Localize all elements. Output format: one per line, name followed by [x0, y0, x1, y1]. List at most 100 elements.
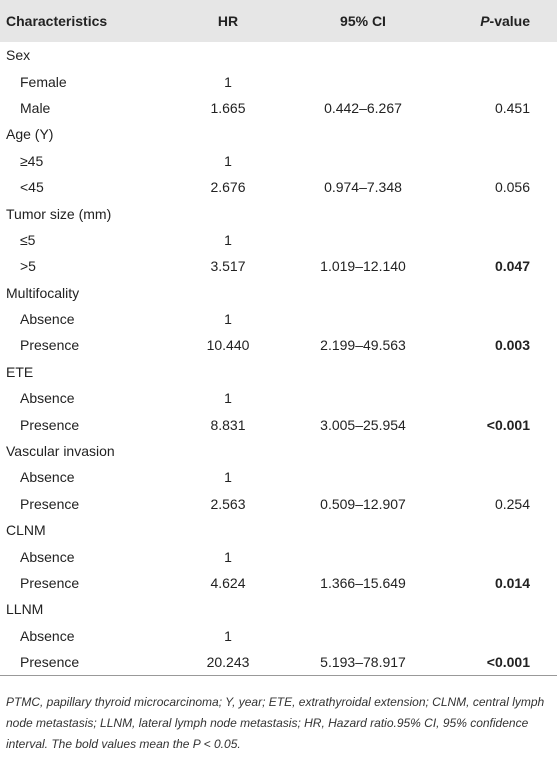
category-row: Multifocality	[0, 280, 557, 306]
empty-cell	[448, 517, 557, 543]
p-value: <0.001	[448, 648, 557, 676]
ci-value	[278, 543, 448, 569]
empty-cell	[278, 596, 448, 622]
empty-cell	[448, 121, 557, 147]
hr-value: 3.517	[210, 258, 246, 275]
table-row: Absence 1	[0, 623, 557, 649]
empty-cell	[278, 200, 448, 226]
row-label: ≤5	[20, 231, 36, 248]
empty-cell	[448, 200, 557, 226]
table-row: <45 2.676 0.974–7.348 0.056	[0, 174, 557, 200]
p-value	[448, 385, 557, 411]
p-value	[448, 464, 557, 490]
hr-value: 1	[224, 311, 232, 328]
empty-cell	[178, 359, 278, 385]
table-footnote: PTMC, papillary thyroid microcarcinoma; …	[6, 695, 545, 751]
table-row: Presence 10.440 2.199–49.563 0.003	[0, 332, 557, 358]
category-label: LLNM	[6, 601, 44, 618]
hr-value: 1.665	[210, 99, 246, 116]
row-label: Presence	[20, 575, 80, 591]
hr-value: 4.624	[210, 575, 246, 591]
hazard-ratio-table: Characteristics HR 95% CI P-value Sex Fem…	[0, 0, 557, 676]
empty-cell	[448, 438, 557, 464]
ci-value	[278, 227, 448, 253]
hr-value: 10.440	[206, 337, 250, 354]
ci-value	[278, 385, 448, 411]
empty-cell	[178, 438, 278, 464]
empty-cell	[278, 517, 448, 543]
empty-cell	[278, 359, 448, 385]
row-label: Absence	[20, 627, 75, 644]
hr-value: 20.243	[178, 648, 278, 676]
p-value	[448, 543, 557, 569]
ci-value: 3.005–25.954	[320, 416, 406, 433]
p-value	[448, 623, 557, 649]
ci-value	[278, 148, 448, 174]
table-row: Presence 2.563 0.509–12.907 0.254	[0, 491, 557, 517]
category-label: Age (Y)	[6, 126, 54, 143]
category-row: Age (Y)	[0, 121, 557, 147]
table-row: Male 1.665 0.442–6.267 0.451	[0, 95, 557, 121]
category-row: Sex	[0, 42, 557, 68]
header-characteristics: Characteristics	[6, 13, 108, 29]
empty-cell	[448, 596, 557, 622]
ci-value	[278, 623, 448, 649]
hr-value: 1	[224, 390, 232, 407]
category-row: ETE	[0, 359, 557, 385]
header-ci: 95% CI	[340, 13, 386, 29]
hr-value: 1	[224, 73, 232, 90]
category-label: Multifocality	[6, 284, 80, 301]
table-row: Presence 8.831 3.005–25.954 <0.001	[0, 411, 557, 437]
hr-value: 1	[224, 231, 232, 248]
row-label: Absence	[20, 548, 75, 565]
hr-value: 2.676	[210, 179, 246, 196]
p-value: 0.056	[494, 179, 530, 196]
p-value: 0.047	[494, 258, 530, 275]
row-label: Absence	[20, 469, 75, 486]
row-label: Absence	[20, 311, 75, 328]
row-label: Presence	[20, 416, 80, 433]
ci-value: 0.442–6.267	[324, 99, 402, 116]
empty-cell	[278, 280, 448, 306]
category-label: ETE	[6, 363, 34, 380]
table-header: Characteristics HR 95% CI P-value	[0, 0, 557, 42]
p-value: 0.014	[494, 575, 530, 591]
header-p-rest: -value	[489, 13, 530, 29]
p-value	[448, 148, 557, 174]
hr-value: 1	[224, 627, 232, 644]
category-label: Tumor size (mm)	[6, 205, 112, 222]
hr-value: 1	[224, 152, 232, 169]
hr-value: 2.563	[210, 495, 246, 512]
category-label: CLNM	[6, 522, 46, 539]
category-label: Vascular invasion	[6, 443, 115, 460]
empty-cell	[278, 438, 448, 464]
header-p-italic: P	[480, 13, 490, 29]
empty-cell	[178, 121, 278, 147]
header-row: Characteristics HR 95% CI P-value	[0, 0, 557, 42]
table-row: Presence 20.243 5.193–78.917 <0.001	[0, 648, 557, 676]
empty-cell	[178, 280, 278, 306]
row-label: Presence	[0, 648, 178, 676]
row-label: Presence	[20, 495, 80, 512]
table-body: Sex Female 1 Male 1.665 0.442–6.267 0.451 Age (…	[0, 42, 557, 676]
ci-value	[278, 306, 448, 332]
category-row: Tumor size (mm)	[0, 200, 557, 226]
p-value	[448, 68, 557, 94]
row-label: Female	[20, 73, 67, 90]
category-row: LLNM	[0, 596, 557, 622]
empty-cell	[178, 517, 278, 543]
empty-cell	[178, 200, 278, 226]
hr-value: 1	[224, 548, 232, 565]
header-p-value: P-value	[448, 0, 557, 42]
table-row: Absence 1	[0, 385, 557, 411]
category-row: CLNM	[0, 517, 557, 543]
table-row: Female 1	[0, 68, 557, 94]
p-value	[448, 227, 557, 253]
header-hr: HR	[217, 13, 239, 29]
ci-value	[278, 464, 448, 490]
p-value: 0.254	[494, 495, 530, 512]
empty-cell	[278, 42, 448, 68]
p-value	[448, 306, 557, 332]
empty-cell	[178, 42, 278, 68]
category-label: Sex	[6, 47, 31, 64]
